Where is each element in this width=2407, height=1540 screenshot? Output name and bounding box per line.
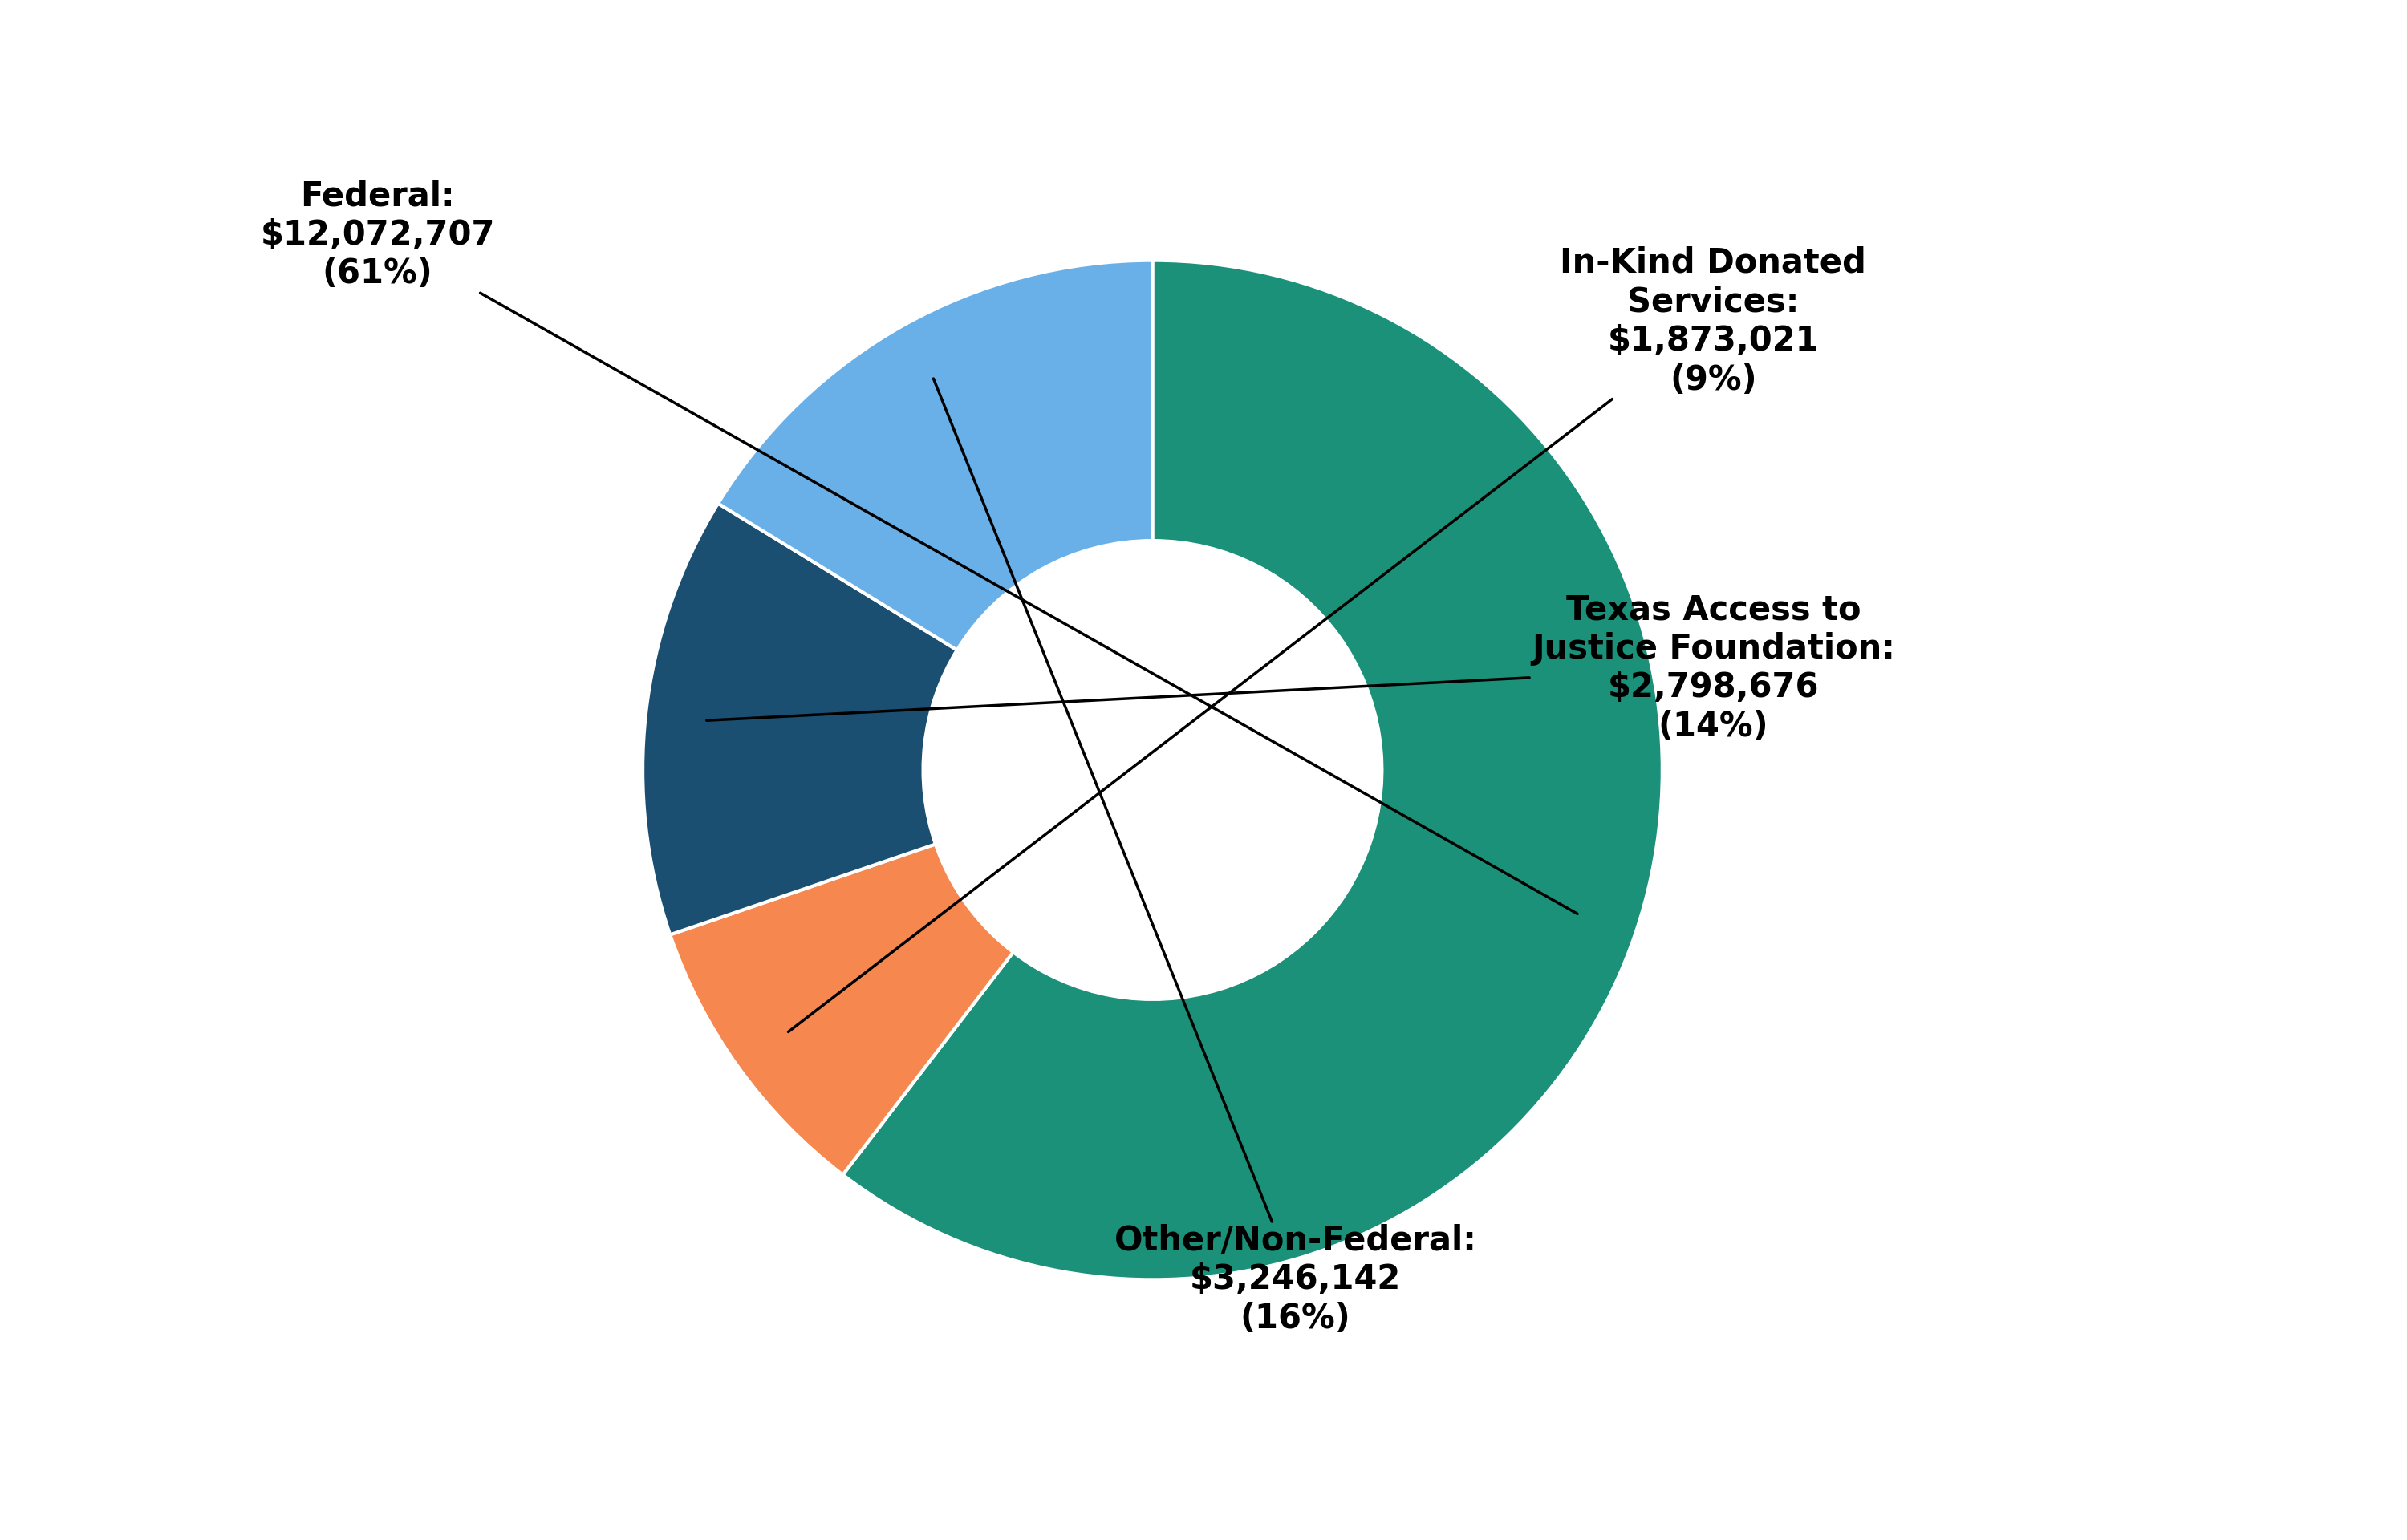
Text: Federal:
$12,072,707
(61%): Federal: $12,072,707 (61%) [260, 179, 1577, 913]
Wedge shape [717, 260, 1153, 650]
Wedge shape [842, 260, 1663, 1280]
Wedge shape [643, 504, 958, 935]
Text: In-Kind Donated
Services:
$1,873,021
(9%): In-Kind Donated Services: $1,873,021 (9%… [789, 246, 1865, 1032]
Text: Other/Non-Federal:
$3,246,142
(16%): Other/Non-Federal: $3,246,142 (16%) [934, 379, 1475, 1335]
Text: Texas Access to
Justice Foundation:
$2,798,676
(14%): Texas Access to Justice Foundation: $2,7… [708, 593, 1894, 744]
Wedge shape [669, 844, 1013, 1175]
